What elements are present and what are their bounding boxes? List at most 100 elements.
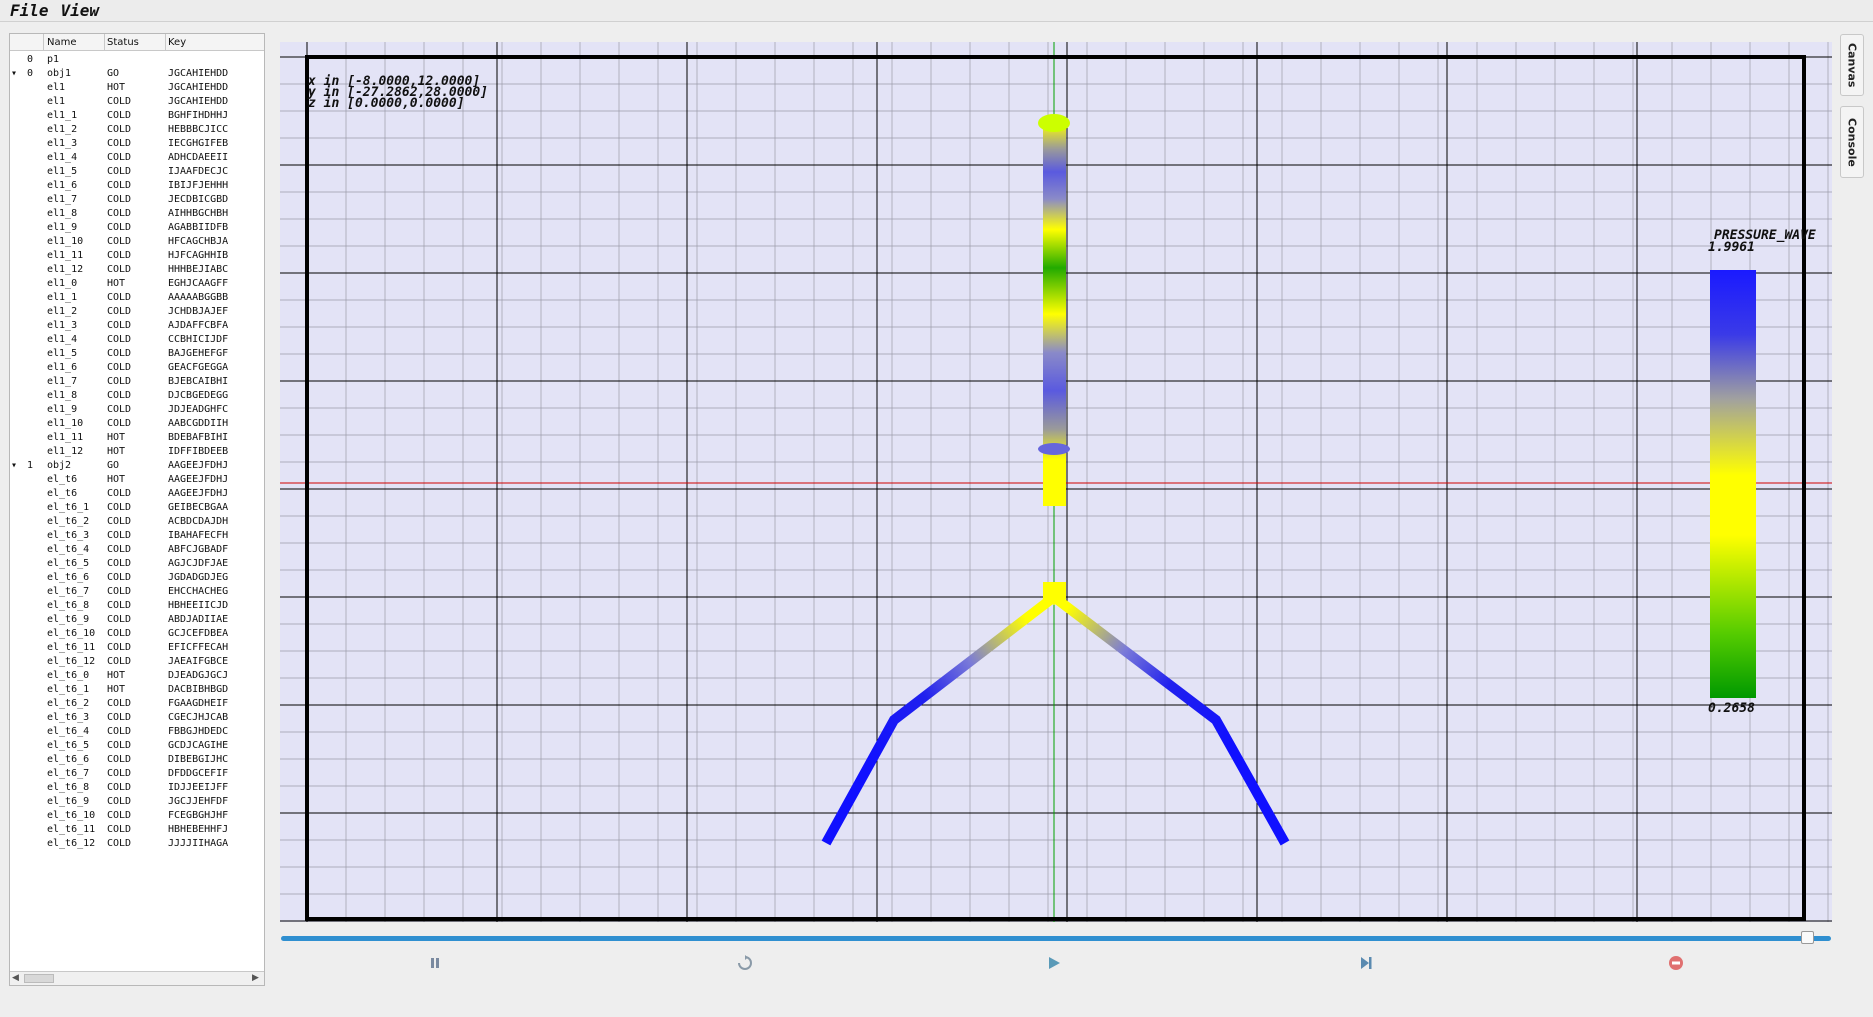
row-name: el_t6_5	[47, 740, 90, 751]
tree-row[interactable]: ▾ 1 obj2 GO AAGEEJFDHJ	[10, 459, 264, 473]
tree-row[interactable]: el1_8 COLD AIHHBGCHBH	[10, 207, 264, 221]
tree-expander-icon[interactable]: ▾	[11, 68, 18, 79]
tree-row[interactable]: el_t6_8 COLD HBHEEIICJD	[10, 599, 264, 613]
scroll-right-icon[interactable]: ▶	[252, 973, 259, 983]
tab-canvas[interactable]: Canvas	[1840, 34, 1864, 96]
tab-console[interactable]: Console	[1840, 106, 1864, 178]
tree-row[interactable]: el1 HOT JGCAHIEHDD	[10, 81, 264, 95]
tree-row[interactable]: el_t6 HOT AAGEEJFDHJ	[10, 473, 264, 487]
tree-row[interactable]: el1_6 COLD IBIJFJEHHH	[10, 179, 264, 193]
row-status: HOT	[107, 474, 126, 485]
tree-row[interactable]: el_t6_1 HOT DACBIBHBGD	[10, 683, 264, 697]
tree-row[interactable]: el1_9 COLD AGABBIIDFB	[10, 221, 264, 235]
tree-row[interactable]: el1_7 COLD JECDBICGBD	[10, 193, 264, 207]
tree-row[interactable]: el_t6_5 COLD AGJCJDFJAE	[10, 557, 264, 571]
object-tree[interactable]: Name Status Key 0 p1 ▾ 0 obj1 GO JGCAHIEHDD el1…	[9, 33, 265, 986]
row-key: IECGHGIFEB	[168, 138, 229, 149]
plot-canvas[interactable]: x in [-8.0000,12.0000] y in [-27.2862,28…	[280, 42, 1832, 922]
tree-row[interactable]: el_t6_8 COLD IDJJEEIJFF	[10, 781, 264, 795]
row-status: COLD	[107, 236, 132, 247]
play-button[interactable]	[1043, 952, 1065, 974]
tree-row[interactable]: 0 p1	[10, 53, 264, 67]
tree-row[interactable]: el_t6_7 COLD EHCCHACHEG	[10, 585, 264, 599]
tree-row[interactable]: el1_4 COLD CCBHICIJDF	[10, 333, 264, 347]
stop-button[interactable]	[1665, 952, 1687, 974]
tree-row[interactable]: el1_0 HOT EGHJCAAGFF	[10, 277, 264, 291]
row-status: HOT	[107, 432, 126, 443]
tree-row[interactable]: el_t6_11 COLD EFICFFECAH	[10, 641, 264, 655]
tree-row[interactable]: el1 COLD JGCAHIEHDD	[10, 95, 264, 109]
tree-row[interactable]: el_t6_11 COLD HBHEBEHHFJ	[10, 823, 264, 837]
timeline-slider[interactable]	[281, 936, 1831, 941]
row-status: COLD	[107, 698, 132, 709]
tree-row[interactable]: el_t6_2 COLD ACBDCDAJDH	[10, 515, 264, 529]
row-status: HOT	[107, 684, 126, 695]
timeline-slider-handle[interactable]	[1801, 931, 1814, 944]
colorbar-title: PRESSURE_WAVE	[1714, 228, 1816, 243]
row-status: COLD	[107, 796, 132, 807]
tree-row[interactable]: el1_12 COLD HHHBEJIABC	[10, 263, 264, 277]
row-key: IBAHAFECFH	[168, 530, 229, 541]
tree-row[interactable]: el_t6_0 HOT DJEADGJGCJ	[10, 669, 264, 683]
tree-row[interactable]: el1_1 COLD AAAAABGGBB	[10, 291, 264, 305]
tree-row[interactable]: el_t6_3 COLD IBAHAFECFH	[10, 529, 264, 543]
tree-row[interactable]: el1_5 COLD BAJGEHEFGF	[10, 347, 264, 361]
column-name-header[interactable]: Name	[47, 37, 77, 48]
tree-row[interactable]: el1_3 COLD IECGHGIFEB	[10, 137, 264, 151]
tree-row[interactable]: el_t6_6 COLD DIBEBGIJHC	[10, 753, 264, 767]
tree-row[interactable]: el_t6_9 COLD JGCJJEHFDF	[10, 795, 264, 809]
tree-row[interactable]: el_t6 COLD AAGEEJFDHJ	[10, 487, 264, 501]
tree-row[interactable]: el_t6_6 COLD JGDADGDJEG	[10, 571, 264, 585]
row-name: el_t6_2	[47, 516, 90, 527]
row-status: COLD	[107, 222, 132, 233]
tree-row[interactable]: el_t6_3 COLD CGECJHJCAB	[10, 711, 264, 725]
tree-row[interactable]: el_t6_7 COLD DFDDGCEFIF	[10, 767, 264, 781]
column-status-header[interactable]: Status	[107, 37, 139, 48]
colorbar-max-label: 1.9961	[1708, 240, 1755, 255]
tree-row[interactable]: el1_5 COLD IJAAFDECJC	[10, 165, 264, 179]
tree-row[interactable]: el1_2 COLD JCHDBJAJEF	[10, 305, 264, 319]
row-name: el_t6_6	[47, 754, 90, 765]
scroll-left-icon[interactable]: ◀	[12, 973, 19, 983]
pause-button[interactable]	[424, 952, 446, 974]
tree-row[interactable]: el1_10 COLD AABCGDDIIH	[10, 417, 264, 431]
tree-row[interactable]: el1_8 COLD DJCBGEDEGG	[10, 389, 264, 403]
menu-view[interactable]: View	[60, 1, 100, 20]
row-key: CCBHICIJDF	[168, 334, 229, 345]
tree-row[interactable]: el_t6_1 COLD GEIBECBGAA	[10, 501, 264, 515]
tree-row[interactable]: el_t6_4 COLD FBBGJHDEDC	[10, 725, 264, 739]
tree-row[interactable]: ▾ 0 obj1 GO JGCAHIEHDD	[10, 67, 264, 81]
row-status: COLD	[107, 810, 132, 821]
menu-file[interactable]: File	[10, 1, 49, 20]
tree-row[interactable]: el1_11 HOT BDEBAFBIHI	[10, 431, 264, 445]
tree-row[interactable]: el_t6_5 COLD GCDJCAGIHE	[10, 739, 264, 753]
tree-row[interactable]: el1_7 COLD BJEBCAIBHI	[10, 375, 264, 389]
tree-row[interactable]: el_t6_9 COLD ABDJADIIAE	[10, 613, 264, 627]
tree-row[interactable]: el1_3 COLD AJDAFFCBFA	[10, 319, 264, 333]
row-status: COLD	[107, 628, 132, 639]
tree-row[interactable]: el_t6_10 COLD GCJCEFDBEA	[10, 627, 264, 641]
refresh-button[interactable]	[734, 952, 756, 974]
tree-row[interactable]: el1_2 COLD HEBBBCJICC	[10, 123, 264, 137]
plot-frame	[305, 55, 1806, 921]
tree-row[interactable]: el1_6 COLD GEACFGEGGA	[10, 361, 264, 375]
tree-row[interactable]: el1_10 COLD HFCAGCHBJA	[10, 235, 264, 249]
horizontal-scrollbar[interactable]: ◀ ▶	[10, 971, 264, 985]
tree-row[interactable]: el1_11 COLD HJFCAGHHIB	[10, 249, 264, 263]
tree-row[interactable]: el1_12 HOT IDFFIBDEEB	[10, 445, 264, 459]
row-key: IDFFIBDEEB	[168, 446, 229, 457]
tree-row[interactable]: el_t6_4 COLD ABFCJGBADF	[10, 543, 264, 557]
tree-row[interactable]: el_t6_12 COLD JJJJIIHAGA	[10, 837, 264, 851]
tree-row[interactable]: el_t6_10 COLD FCEGBGHJHF	[10, 809, 264, 823]
column-key-header[interactable]: Key	[168, 37, 187, 48]
tree-row[interactable]: el_t6_12 COLD JAEAIFGBCE	[10, 655, 264, 669]
tree-row[interactable]: el_t6_2 COLD FGAAGDHEIF	[10, 697, 264, 711]
tree-row[interactable]: el1_4 COLD ADHCDAEEII	[10, 151, 264, 165]
tree-row[interactable]: el1_9 COLD JDJEADGHFC	[10, 403, 264, 417]
tree-expander-icon[interactable]: ▾	[11, 460, 18, 471]
tree-row[interactable]: el1_1 COLD BGHFIHDHHJ	[10, 109, 264, 123]
scrollbar-thumb[interactable]	[24, 974, 54, 983]
row-key: GCDJCAGIHE	[168, 740, 229, 751]
step-forward-button[interactable]	[1355, 952, 1377, 974]
row-status: COLD	[107, 824, 132, 835]
